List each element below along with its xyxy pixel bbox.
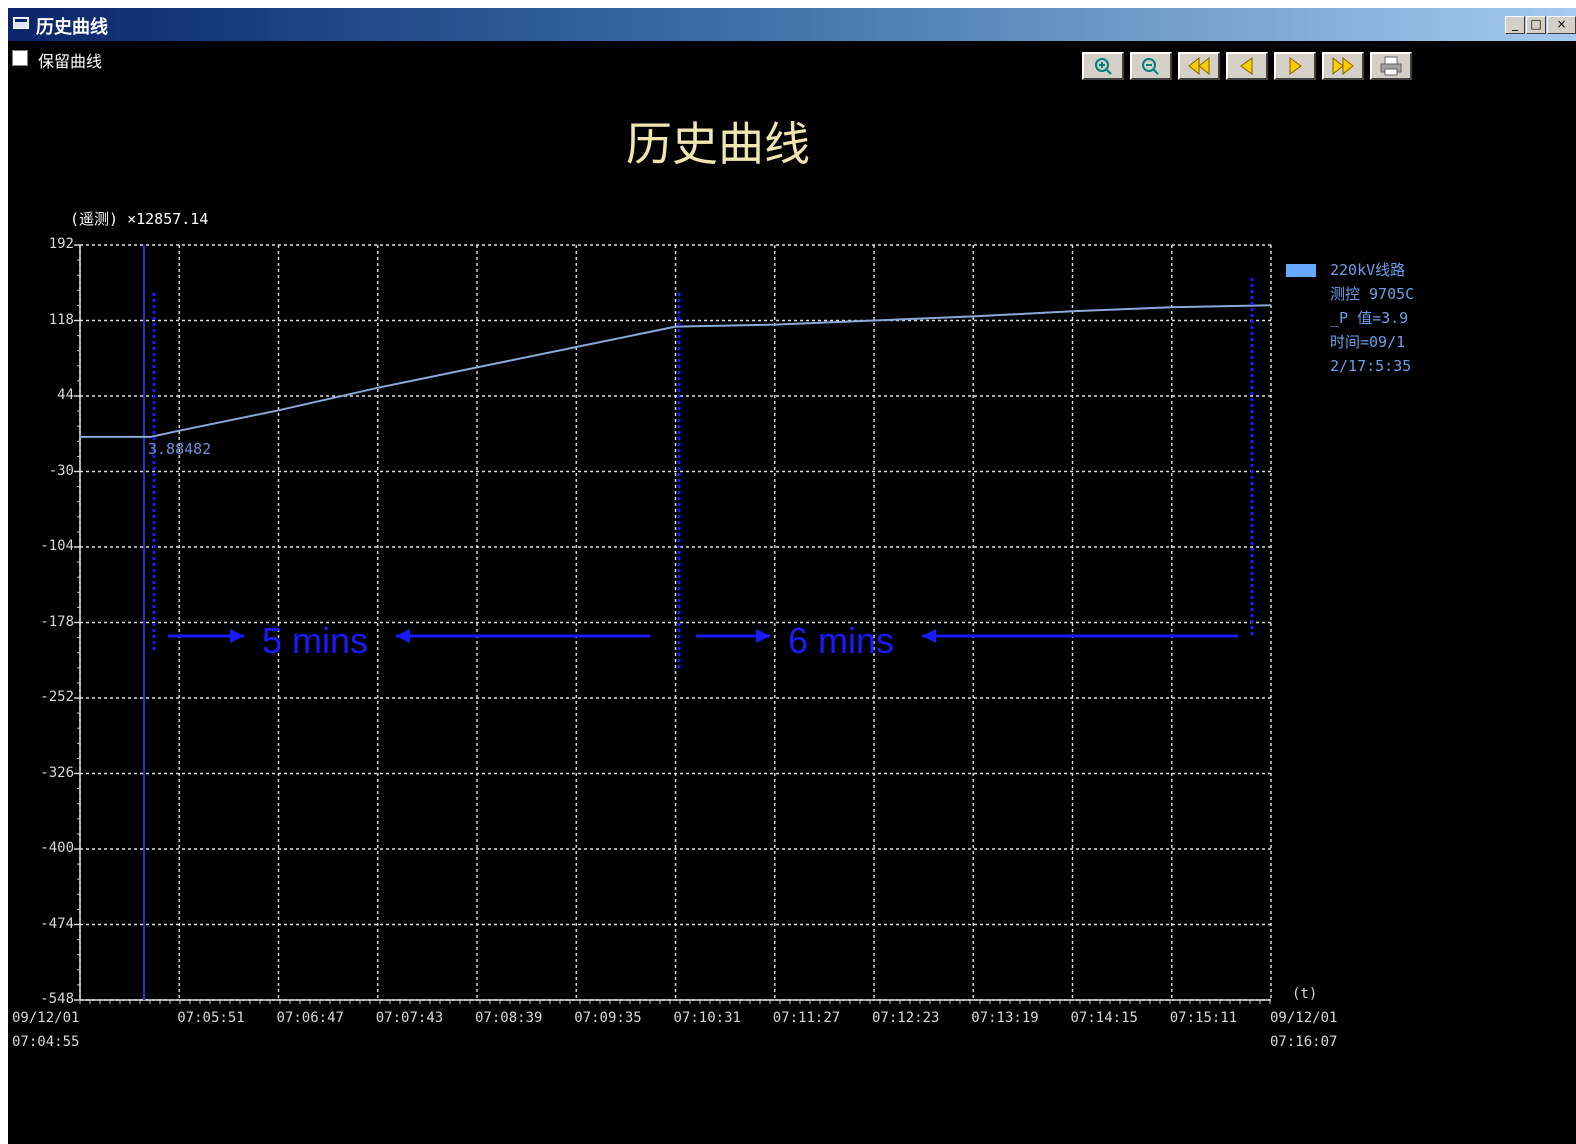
x-start-label: 09/12/01 07:04:55 — [12, 1006, 79, 1054]
x-tick-label: 07:14:15 — [1070, 1010, 1138, 1026]
x-tick-label: 07:15:11 — [1169, 1010, 1238, 1026]
double-left-icon — [1188, 56, 1210, 76]
x-start-time: 07:04:55 — [12, 1034, 80, 1050]
print-button[interactable] — [1370, 52, 1412, 80]
x-tick-label: 07:05:51 — [177, 1010, 245, 1026]
history-curve-window: 历史曲线 _ □ × 保留曲线 历史曲线 (遥测) ×12857.14 — [8, 8, 1576, 1144]
y-tick-label: -252 — [40, 689, 74, 705]
y-tick-label: -104 — [40, 538, 74, 554]
zoom-out-icon — [1142, 58, 1159, 75]
x-tick-label: 07:08:39 — [475, 1010, 543, 1026]
y-tick-label: -326 — [40, 764, 74, 781]
series-line — [80, 304, 1272, 438]
y-tick-label: -474 — [40, 915, 74, 932]
y-tick-label: -400 — [40, 840, 74, 856]
x-tick-label: 07:10:31 — [673, 1010, 741, 1026]
y-tick-label: -178 — [40, 613, 74, 630]
right-icon — [1289, 57, 1302, 75]
arrow-span1-left-head — [396, 629, 410, 643]
y-axis-unit-label: (遥测) ×12857.14 — [70, 210, 209, 228]
x-start-date: 09/12/01 — [12, 1010, 80, 1026]
keep-curve-label: 保留曲线 — [38, 52, 103, 71]
minimize-button[interactable]: _ — [1505, 16, 1525, 34]
legend-entry: 220kV线路 测控 9705C_P 值=3.9 时间=09/12/17:5:3… — [1330, 261, 1415, 375]
y-tick-label: -30 — [48, 462, 74, 479]
x-end-time: 07:16:07 — [1270, 1034, 1338, 1050]
y-tick-label: 118 — [48, 311, 74, 328]
window-title: 历史曲线 — [36, 17, 108, 38]
arrow-span2-left-head — [922, 629, 936, 643]
zoom-in-button[interactable] — [1082, 52, 1124, 80]
x-tick-label: 07:11:27 — [772, 1010, 841, 1026]
left-icon — [1240, 57, 1253, 75]
double-right-icon — [1332, 56, 1354, 76]
x-axis-unit-label: (t) — [1292, 986, 1318, 1002]
title-bar[interactable]: 历史曲线 _ □ × — [8, 8, 1576, 41]
arrow-span2-right-head — [756, 629, 770, 643]
annotation-span-1: 5 mins — [262, 620, 369, 661]
cursor-value-label: 3.88482 — [148, 440, 212, 458]
window-icon — [13, 17, 29, 29]
y-tick-label: 192 — [48, 236, 74, 252]
y-tick-label: 44 — [57, 387, 74, 403]
chart-title: 历史曲线 — [626, 117, 810, 171]
x-tick-label: 07:13:19 — [971, 1010, 1039, 1026]
printer-icon — [1380, 56, 1402, 76]
previous-page-button[interactable] — [1226, 52, 1268, 80]
last-page-button[interactable] — [1322, 52, 1364, 80]
x-tick-label: 07:12:23 — [872, 1010, 940, 1026]
y-tick-label: -548 — [40, 991, 74, 1007]
x-tick-label: 07:06:47 — [276, 1010, 344, 1026]
first-page-button[interactable] — [1178, 52, 1220, 80]
plot-area[interactable] — [8, 8, 1576, 1144]
next-page-button[interactable] — [1274, 52, 1316, 80]
maximize-button[interactable]: □ — [1526, 16, 1546, 34]
annotation-span-2: 6 mins — [788, 620, 895, 661]
x-tick-label: 07:07:43 — [375, 1010, 444, 1026]
x-end-date: 09/12/01 — [1270, 1010, 1338, 1026]
x-tick-label: 07:09:35 — [574, 1010, 642, 1026]
x-end-label: 09/12/01 07:16:07 — [1270, 1006, 1337, 1054]
zoom-in-icon — [1092, 57, 1114, 75]
legend-swatch — [1286, 264, 1316, 277]
keep-curve-checkbox[interactable] — [12, 50, 28, 66]
arrow-span1-right-head — [230, 629, 244, 643]
zoom-out-button[interactable] — [1130, 52, 1172, 80]
